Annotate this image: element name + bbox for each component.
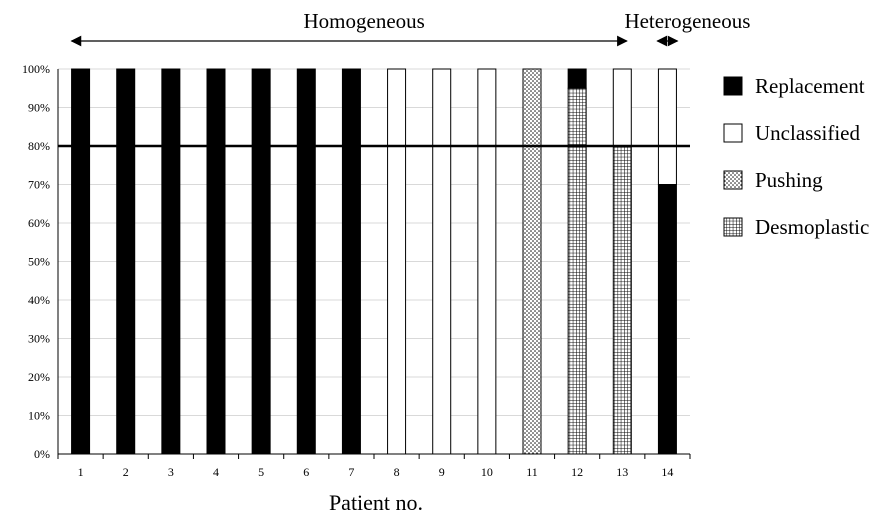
legend-label: Desmoplastic xyxy=(755,215,869,239)
x-tick-label: 10 xyxy=(481,465,493,479)
bar-segment xyxy=(612,68,632,147)
bar-segment xyxy=(657,184,677,455)
y-tick-label: 90% xyxy=(28,101,50,115)
x-tick-label: 3 xyxy=(168,465,174,479)
y-tick-label: 10% xyxy=(28,409,50,423)
bar-segment xyxy=(567,87,587,455)
bar-segment xyxy=(567,68,587,89)
group-annotations: Homogeneous Heterogeneous xyxy=(70,9,750,47)
legend-swatch xyxy=(723,170,743,190)
x-tick-label: 6 xyxy=(303,465,309,479)
x-tick-label: 8 xyxy=(394,465,400,479)
bar-segment xyxy=(341,68,361,455)
legend-swatch xyxy=(723,76,743,96)
bar-segment xyxy=(522,68,542,455)
bar-segment xyxy=(387,68,407,455)
y-tick-label: 70% xyxy=(28,178,50,192)
x-tick-label: 14 xyxy=(661,465,673,479)
x-tick-label: 11 xyxy=(526,465,538,479)
bar-segment xyxy=(432,68,452,455)
x-tick-label: 7 xyxy=(348,465,354,479)
legend-label: Unclassified xyxy=(755,121,860,145)
bar-segment xyxy=(161,68,181,455)
y-tick-label: 100% xyxy=(22,62,50,76)
x-tick-label: 2 xyxy=(123,465,129,479)
group-label: Homogeneous xyxy=(304,9,425,33)
y-tick-label: 40% xyxy=(28,293,50,307)
x-axis-title: Patient no. xyxy=(329,490,423,515)
x-tick-label: 12 xyxy=(571,465,583,479)
legend-label: Pushing xyxy=(755,168,823,192)
y-tick-label: 80% xyxy=(28,139,50,153)
group-label: Heterogeneous xyxy=(624,9,750,33)
x-tick-label: 9 xyxy=(439,465,445,479)
bar-segment xyxy=(296,68,316,455)
bar-segment xyxy=(71,68,91,455)
y-tick-label: 20% xyxy=(28,370,50,384)
bar-segment xyxy=(116,68,136,455)
x-tick-label: 4 xyxy=(213,465,219,479)
x-tick-label: 1 xyxy=(78,465,84,479)
x-tick-label: 13 xyxy=(616,465,628,479)
bar-segment xyxy=(612,145,632,455)
bar-segment xyxy=(206,68,226,455)
gridlines xyxy=(58,68,690,416)
y-tick-label: 50% xyxy=(28,255,50,269)
y-tick-label: 30% xyxy=(28,332,50,346)
legend: Replacement Unclassified Pushing Desmoplast… xyxy=(723,74,869,239)
y-tick-label: 0% xyxy=(34,447,50,461)
x-tick-label: 5 xyxy=(258,465,264,479)
legend-swatch xyxy=(723,123,743,143)
axes: 0%10%20%30%40%50%60%70%80%90%100%1 2 3 4 5 6 7… xyxy=(22,62,691,479)
bar-segment xyxy=(251,68,271,455)
bar-segment xyxy=(657,68,677,185)
y-tick-label: 60% xyxy=(28,216,50,230)
bar-segment xyxy=(477,68,497,455)
legend-label: Replacement xyxy=(755,74,865,98)
legend-swatch xyxy=(723,217,743,237)
bars xyxy=(71,68,677,455)
